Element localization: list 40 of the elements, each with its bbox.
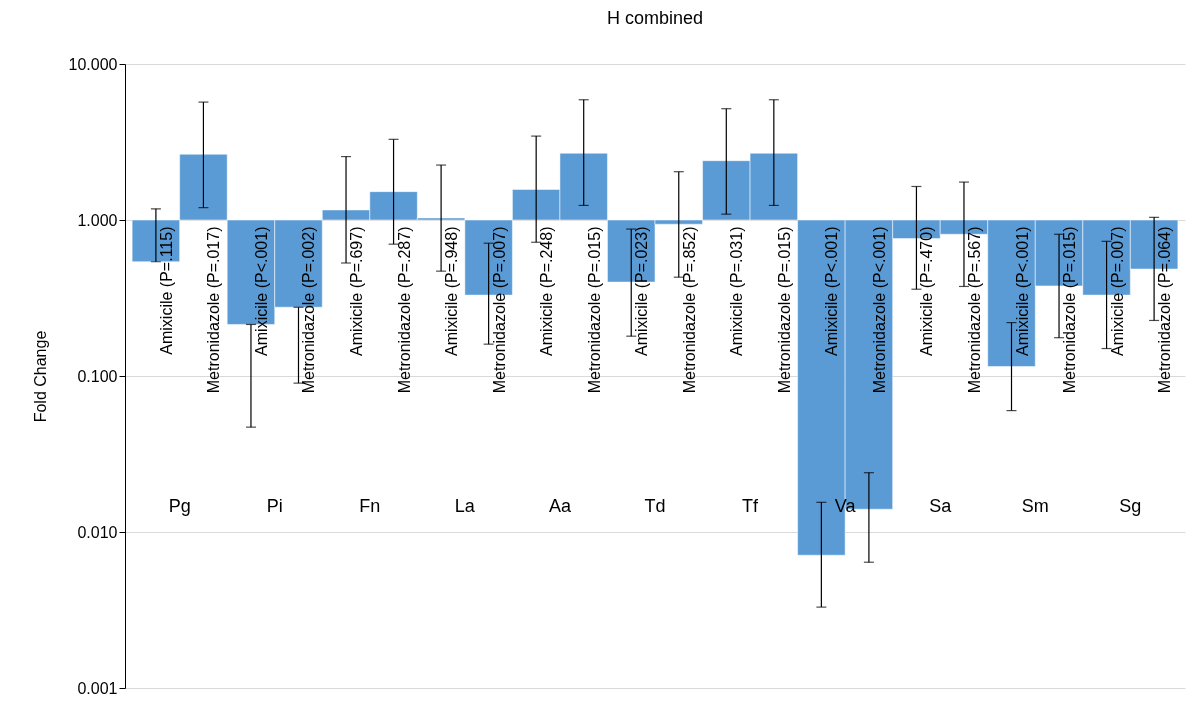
y-tick-label: 0.010 xyxy=(77,523,118,541)
annotation: Sm xyxy=(1021,496,1049,517)
x-tick-label: Amixicile (P<.001) xyxy=(823,226,841,356)
annotation: Sg xyxy=(1119,496,1142,517)
x-tick-label: Amixicile (P<.001) xyxy=(1013,226,1031,356)
x-tick-label: Amixicile (P=.470) xyxy=(918,226,936,356)
x-tick-label: Metronidazole (P=.017) xyxy=(205,226,223,394)
x-tick-label: Metronidazole (P<.001) xyxy=(870,226,888,394)
annotation: Td xyxy=(644,496,666,517)
x-tick-label: Amixicile (P=.023) xyxy=(633,226,651,356)
annotation: Tf xyxy=(742,496,760,517)
annotation: Va xyxy=(834,496,857,517)
annotation: Pg xyxy=(168,496,191,517)
x-tick-label: Metronidazole (P=.002) xyxy=(300,226,318,394)
x-tick-label: Metronidazole (P=.007) xyxy=(490,226,508,394)
y-tick-label: 0.100 xyxy=(77,367,118,385)
annotation: Pi xyxy=(266,496,283,517)
x-tick-label: Metronidazole (P=.567) xyxy=(965,226,983,394)
x-tick-label: Amixicile (P<.001) xyxy=(252,226,270,356)
y-tick-label: 10.000 xyxy=(68,55,118,73)
x-tick-label: Metronidazole (P=.852) xyxy=(680,226,698,394)
x-tick-label: Amixicile (P=.031) xyxy=(728,226,746,356)
x-tick-label: Metronidazole (P=.015) xyxy=(1061,226,1079,394)
y-tick-label: 0.001 xyxy=(77,679,118,697)
y-tick-label: 1.000 xyxy=(77,211,118,229)
annotation: Sa xyxy=(929,496,953,517)
x-tick-label: Metronidazole (P=.287) xyxy=(395,226,413,394)
x-tick-label: Metronidazole (P=.015) xyxy=(775,226,793,394)
x-tick-label: Metronidazole (P=.064) xyxy=(1156,226,1174,394)
annotation: La xyxy=(454,496,476,517)
annotation: Fn xyxy=(359,496,381,517)
x-tick-label: Amixicile (P=.007) xyxy=(1108,226,1126,356)
chart-title: H combined xyxy=(606,8,704,28)
y-axis-title: Fold Change xyxy=(31,330,49,423)
x-tick-label: Amixicile (P=.948) xyxy=(443,226,461,356)
x-tick-label: Metronidazole (P=.015) xyxy=(585,226,603,394)
annotation: Aa xyxy=(548,496,572,517)
x-tick-label: Amixicile (P=.115) xyxy=(157,226,175,355)
x-tick-label: Amixicile (P=.248) xyxy=(538,226,556,356)
x-tick-label: Amixicile (P=.697) xyxy=(348,226,366,356)
